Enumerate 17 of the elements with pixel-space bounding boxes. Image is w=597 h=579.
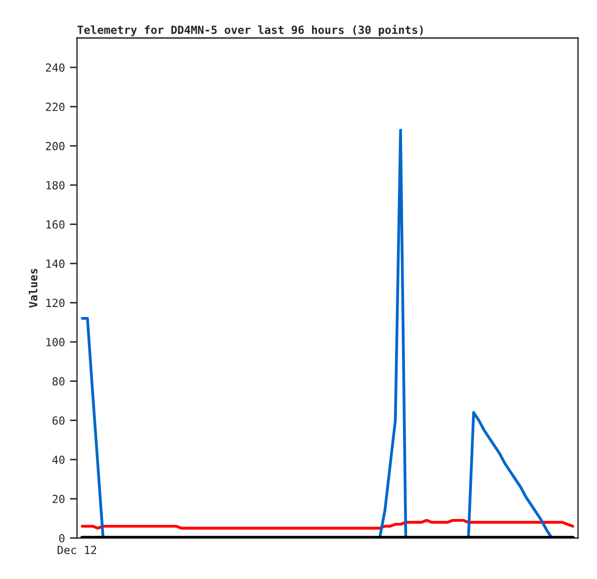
y-tick-label: 200 [46, 142, 64, 150]
y-tick-label: 220 [46, 102, 64, 112]
y-tick-label: 80 [52, 377, 64, 386]
y-axis-title: Values [28, 268, 38, 308]
y-tick-label: 100 [46, 338, 64, 346]
y-tick-label: 160 [46, 220, 64, 229]
y-tick-label: 240 [46, 63, 64, 72]
y-tick-label: 40 [52, 456, 64, 464]
y-tick-label: 0 [59, 534, 64, 542]
y-tick-label: 180 [46, 181, 64, 190]
chart-title: Telemetry for DD4MN-5 over last 96 hours (30 points) [77, 24, 423, 36]
line-series [80, 518, 574, 530]
y-tick-label: 20 [52, 494, 64, 504]
y-tick-label: 60 [52, 416, 64, 425]
y-tick-label: 140 [46, 259, 64, 268]
y-tick-label: 120 [46, 298, 64, 308]
text: Dec 12 [58, 546, 96, 554]
